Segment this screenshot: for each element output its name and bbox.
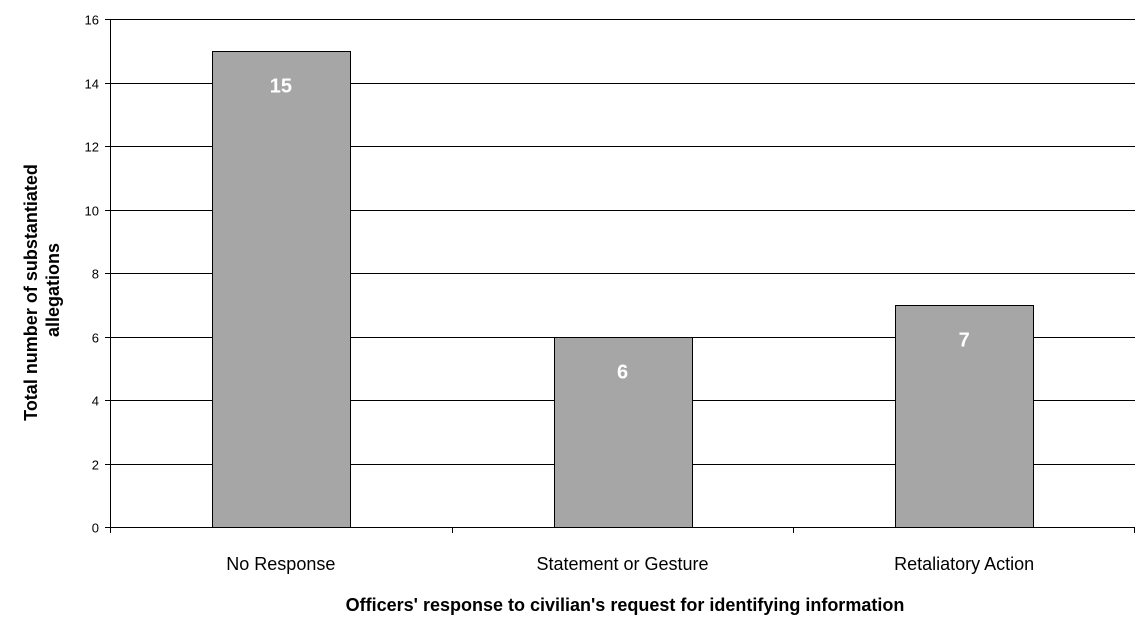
x-category-label-1: Statement or Gesture bbox=[536, 554, 708, 574]
bars bbox=[212, 51, 1034, 528]
x-category-label-0: No Response bbox=[226, 554, 335, 574]
data-label-0: 15 bbox=[270, 76, 292, 98]
y-axis-title: Total number of substantiated allegation… bbox=[21, 159, 63, 421]
data-label-2: 7 bbox=[959, 330, 970, 352]
y-tick-label-2: 4 bbox=[92, 394, 99, 409]
y-tick-label-6: 12 bbox=[85, 140, 99, 155]
bar-0 bbox=[212, 51, 351, 528]
y-tick-label-5: 10 bbox=[85, 204, 99, 219]
labels: 0 2 4 6 8 10 12 14 16 15 No Response 6 Statement or … bbox=[85, 13, 1035, 575]
y-tick-label-0: 0 bbox=[92, 521, 99, 536]
bar-1 bbox=[554, 337, 693, 528]
x-category-label-2: Retaliatory Action bbox=[894, 554, 1034, 574]
y-axis-title-line-1: Total number of substantiated bbox=[21, 164, 41, 421]
x-axis-title: Officers' response to civilian's request… bbox=[346, 595, 905, 615]
axes bbox=[105, 19, 1135, 533]
y-tick-label-3: 6 bbox=[92, 331, 99, 346]
y-tick-label-7: 14 bbox=[85, 77, 99, 92]
y-tick-label-1: 2 bbox=[92, 458, 99, 473]
y-tick-label-4: 8 bbox=[92, 267, 99, 282]
data-label-1: 6 bbox=[617, 362, 628, 384]
y-axis-title-line-2: allegations bbox=[43, 243, 63, 337]
y-tick-label-8: 16 bbox=[85, 13, 99, 28]
bar-2 bbox=[895, 305, 1034, 528]
